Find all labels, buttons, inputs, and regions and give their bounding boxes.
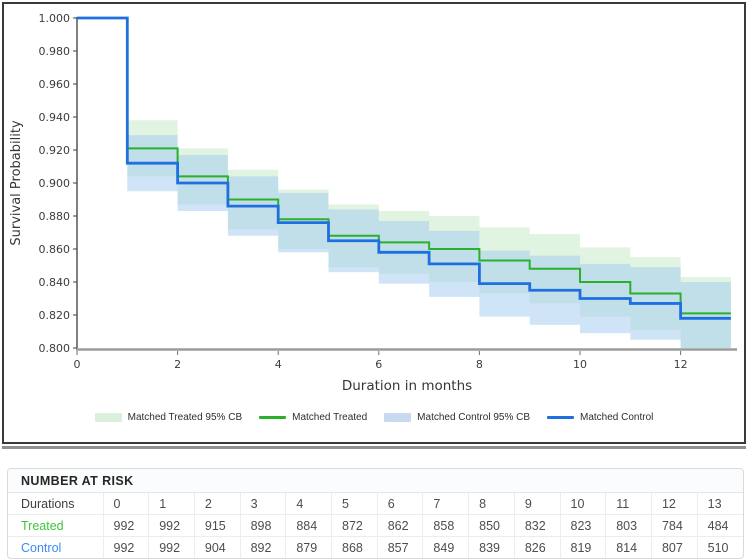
risk-cell: 862 xyxy=(376,514,424,537)
risk-cell: 832 xyxy=(513,514,561,537)
risk-cell: 915 xyxy=(193,514,241,537)
risk-cell: 5 xyxy=(331,492,378,515)
risk-row-treated: Treated 992 992 915 898 884 872 862 858 850 832 823… xyxy=(8,514,743,537)
x-tick-label: 0 xyxy=(74,358,81,371)
risk-row-label: Treated xyxy=(8,514,104,537)
legend-band-swatch-icon xyxy=(384,413,412,422)
risk-cell: 803 xyxy=(605,514,652,537)
x-tick-label: 12 xyxy=(674,358,688,371)
risk-table-title: NUMBER AT RISK xyxy=(8,469,743,493)
x-tick-label: 4 xyxy=(275,358,282,371)
panel-bottom-rule xyxy=(2,446,746,449)
risk-table: Durations 0 1 2 3 4 5 6 7 8 9 10 11 12 13 Treated 992 992… xyxy=(8,492,743,558)
risk-cell: 992 xyxy=(102,514,150,537)
risk-cell: 484 xyxy=(696,514,743,537)
risk-cell: 898 xyxy=(239,514,287,537)
risk-row-label: Durations xyxy=(8,492,104,515)
legend-item-0: Matched Treated 95% CB xyxy=(94,412,243,423)
risk-cell: 3 xyxy=(239,492,287,515)
y-tick-label: 0.800 xyxy=(39,342,71,355)
risk-cell: 12 xyxy=(650,492,698,515)
risk-cell: 884 xyxy=(285,514,333,537)
x-tick-label: 8 xyxy=(476,358,483,371)
risk-cell: 992 xyxy=(148,536,195,558)
legend-label: Matched Treated 95% CB xyxy=(127,412,243,423)
legend-line-swatch-icon xyxy=(547,416,575,419)
number-at-risk-panel: NUMBER AT RISK Durations 0 1 2 3 4 5 6 7 8 9 10 11 12… xyxy=(7,468,744,559)
legend-label: Matched Treated xyxy=(292,412,368,423)
risk-cell: 7 xyxy=(422,492,470,515)
risk-cell: 807 xyxy=(650,536,698,558)
y-tick-label: 0.940 xyxy=(39,111,71,124)
risk-cell: 11 xyxy=(605,492,652,515)
x-tick-label: 6 xyxy=(375,358,382,371)
treated-survival-line xyxy=(77,17,731,315)
risk-cell: 992 xyxy=(148,514,195,537)
survival-chart-panel: 1.000 0.980 0.960 0.940 0.920 0.900 0.880 0.860… xyxy=(2,2,746,444)
risk-table-body: Durations 0 1 2 3 4 5 6 7 8 9 10 11 12 13 Treated 992 992… xyxy=(8,492,743,558)
risk-row-durations: Durations 0 1 2 3 4 5 6 7 8 9 10 11 12 13 xyxy=(8,492,743,515)
legend-label: Matched Control 95% CB xyxy=(417,412,531,423)
legend-band-swatch-icon xyxy=(94,413,122,422)
risk-cell: 784 xyxy=(650,514,698,537)
risk-cell: 4 xyxy=(285,492,333,515)
risk-cell: 6 xyxy=(376,492,424,515)
risk-cell: 904 xyxy=(193,536,241,558)
risk-cell: 823 xyxy=(559,514,607,537)
legend-item-2: Matched Control 95% CB xyxy=(384,412,530,423)
risk-cell: 10 xyxy=(559,492,607,515)
x-axis-label: Duration in months xyxy=(342,378,472,394)
control-survival-line xyxy=(77,16,731,320)
y-tick-label: 0.900 xyxy=(39,177,71,190)
x-tick-label: 10 xyxy=(573,358,587,371)
legend-item-3: Matched Control xyxy=(547,412,653,423)
survival-chart: 1.000 0.980 0.960 0.940 0.920 0.900 0.880 0.860… xyxy=(9,12,737,394)
y-axis-label: Survival Probability xyxy=(9,120,24,246)
risk-cell: 826 xyxy=(513,536,561,558)
y-tick-label: 0.820 xyxy=(39,309,71,322)
x-tick-label: 2 xyxy=(174,358,181,371)
risk-cell: 868 xyxy=(331,536,378,558)
y-tick-label: 1.000 xyxy=(39,12,71,25)
risk-cell: 1 xyxy=(148,492,195,515)
risk-cell: 857 xyxy=(376,536,424,558)
risk-cell: 0 xyxy=(102,492,150,515)
risk-cell: 849 xyxy=(422,536,470,558)
y-tick-label: 0.860 xyxy=(39,243,71,256)
risk-row-control: Control 992 992 904 892 879 868 857 849 839 826 819… xyxy=(8,536,743,558)
risk-row-label: Control xyxy=(8,536,104,558)
risk-cell: 879 xyxy=(285,536,333,558)
risk-cell: 992 xyxy=(102,536,150,558)
y-tick-label: 0.840 xyxy=(39,276,71,289)
legend-label: Matched Control xyxy=(580,412,654,423)
y-tick-label: 0.880 xyxy=(39,210,71,223)
risk-cell: 9 xyxy=(513,492,561,515)
risk-cell: 858 xyxy=(422,514,470,537)
risk-cell: 872 xyxy=(331,514,378,537)
risk-cell: 8 xyxy=(468,492,515,515)
chart-legend: Matched Treated 95% CB Matched Treated Mat… xyxy=(4,412,744,423)
risk-cell: 839 xyxy=(468,536,515,558)
risk-cell: 814 xyxy=(605,536,652,558)
legend-item-1: Matched Treated xyxy=(259,412,367,423)
risk-cell: 892 xyxy=(239,536,287,558)
legend-line-swatch-icon xyxy=(259,416,287,419)
y-tick-label: 0.960 xyxy=(39,78,71,91)
risk-cell: 13 xyxy=(696,492,743,515)
risk-cell: 2 xyxy=(193,492,241,515)
risk-cell: 819 xyxy=(559,536,607,558)
risk-cell: 850 xyxy=(468,514,515,537)
y-tick-label: 0.920 xyxy=(39,144,71,157)
risk-cell: 510 xyxy=(696,536,743,558)
y-tick-label: 0.980 xyxy=(39,45,71,58)
